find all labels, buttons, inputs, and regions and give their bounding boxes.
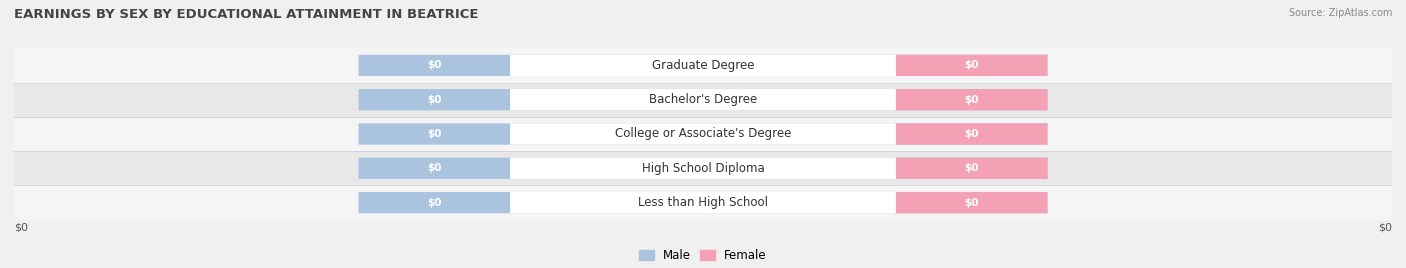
Text: College or Associate's Degree: College or Associate's Degree <box>614 128 792 140</box>
FancyBboxPatch shape <box>14 83 1392 117</box>
FancyBboxPatch shape <box>510 123 896 145</box>
FancyBboxPatch shape <box>359 158 1047 179</box>
FancyBboxPatch shape <box>896 89 1047 110</box>
FancyBboxPatch shape <box>14 48 1392 83</box>
FancyBboxPatch shape <box>510 192 896 213</box>
FancyBboxPatch shape <box>896 192 1047 213</box>
FancyBboxPatch shape <box>510 55 896 76</box>
Text: Bachelor's Degree: Bachelor's Degree <box>650 93 756 106</box>
Text: Source: ZipAtlas.com: Source: ZipAtlas.com <box>1288 8 1392 18</box>
Text: $0: $0 <box>965 95 979 105</box>
Text: $0: $0 <box>427 60 441 70</box>
Text: Less than High School: Less than High School <box>638 196 768 209</box>
Text: High School Diploma: High School Diploma <box>641 162 765 175</box>
FancyBboxPatch shape <box>14 151 1392 185</box>
Text: $0: $0 <box>427 198 441 208</box>
FancyBboxPatch shape <box>510 89 896 110</box>
Text: $0: $0 <box>965 198 979 208</box>
FancyBboxPatch shape <box>510 158 896 179</box>
Text: EARNINGS BY SEX BY EDUCATIONAL ATTAINMENT IN BEATRICE: EARNINGS BY SEX BY EDUCATIONAL ATTAINMEN… <box>14 8 478 21</box>
FancyBboxPatch shape <box>896 123 1047 145</box>
FancyBboxPatch shape <box>359 192 1047 213</box>
FancyBboxPatch shape <box>14 117 1392 151</box>
Legend: Male, Female: Male, Female <box>640 249 766 262</box>
Text: Graduate Degree: Graduate Degree <box>652 59 754 72</box>
Text: $0: $0 <box>14 222 28 232</box>
FancyBboxPatch shape <box>14 185 1392 220</box>
FancyBboxPatch shape <box>359 89 1047 110</box>
Text: $0: $0 <box>965 60 979 70</box>
Text: $0: $0 <box>965 129 979 139</box>
FancyBboxPatch shape <box>359 123 1047 145</box>
FancyBboxPatch shape <box>896 158 1047 179</box>
Text: $0: $0 <box>427 129 441 139</box>
Text: $0: $0 <box>1378 222 1392 232</box>
FancyBboxPatch shape <box>359 55 1047 76</box>
FancyBboxPatch shape <box>896 55 1047 76</box>
Text: $0: $0 <box>427 163 441 173</box>
Text: $0: $0 <box>965 163 979 173</box>
Text: $0: $0 <box>427 95 441 105</box>
